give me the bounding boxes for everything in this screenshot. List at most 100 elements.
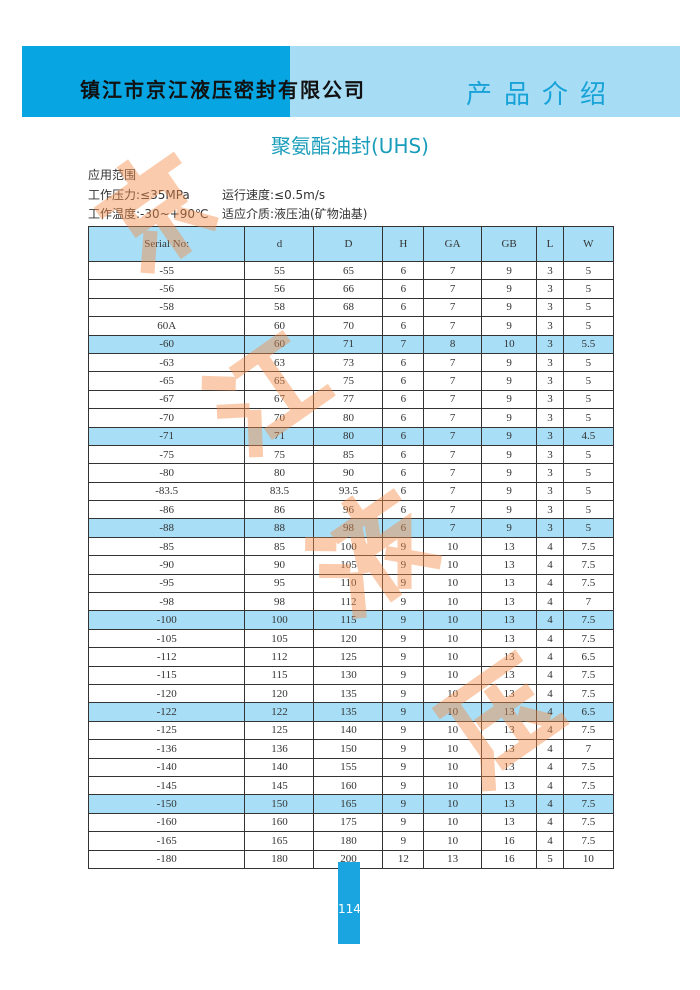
table-cell: 9 bbox=[480, 518, 538, 538]
table-cell: 4 bbox=[536, 647, 564, 667]
table-row: -180 180 200 12 13 16 5 10 bbox=[87, 849, 615, 869]
page-title: 聚氨酯油封(UHS) bbox=[271, 134, 429, 158]
table-cell: 13 bbox=[480, 610, 538, 630]
table-row: -90 90 105 9 10 13 4 7.5 bbox=[87, 555, 615, 575]
table-row: -65 65 75 6 7 9 3 5 bbox=[87, 371, 615, 391]
table-cell: 10 bbox=[423, 665, 482, 685]
table-cell: -150 bbox=[87, 794, 246, 814]
header-bar-light bbox=[290, 46, 680, 117]
table-cell: 13 bbox=[480, 775, 538, 796]
table-cell: 135 bbox=[313, 702, 384, 722]
table-cell: 9 bbox=[382, 794, 425, 814]
company-name: 镇江市京江液压密封有限公司 bbox=[80, 78, 366, 102]
table-cell: 63 bbox=[244, 352, 315, 373]
table-cell: 105 bbox=[244, 628, 315, 649]
table-cell: 7.5 bbox=[562, 757, 615, 777]
table-cell: 5 bbox=[562, 408, 615, 428]
table-cell: 140 bbox=[244, 757, 315, 777]
table-cell: 3 bbox=[536, 500, 564, 520]
table-cell: 60 bbox=[244, 334, 315, 354]
table-cell: 165 bbox=[244, 831, 315, 851]
table-cell: 115 bbox=[244, 665, 315, 685]
table-cell: 10 bbox=[423, 775, 482, 796]
table-cell: 10 bbox=[423, 592, 482, 612]
table-cell: -180 bbox=[87, 849, 246, 869]
table-cell: 4 bbox=[536, 794, 564, 814]
table-cell: 5 bbox=[562, 481, 615, 502]
table-cell: 10 bbox=[423, 573, 482, 594]
table-cell: -63 bbox=[87, 352, 246, 373]
table-cell: 5 bbox=[562, 389, 615, 410]
table-row: -115 115 130 9 10 13 4 7.5 bbox=[87, 665, 615, 685]
table-cell: 10 bbox=[423, 683, 482, 704]
table-cell: 10 bbox=[423, 794, 482, 814]
table-cell: 5 bbox=[562, 500, 615, 520]
table-cell: 165 bbox=[313, 794, 384, 814]
table-cell: 80 bbox=[313, 408, 384, 428]
table-cell: 13 bbox=[480, 702, 538, 722]
table-cell: 10 bbox=[423, 536, 482, 557]
table-cell: 6 bbox=[382, 408, 425, 428]
table-cell: -60 bbox=[87, 334, 246, 354]
table-cell: 13 bbox=[480, 812, 538, 833]
table-row: -150 150 165 9 10 13 4 7.5 bbox=[87, 794, 615, 814]
table-cell: 7 bbox=[423, 389, 482, 410]
table-cell: 7 bbox=[423, 408, 482, 428]
table-cell: 5 bbox=[562, 371, 615, 391]
column-header: D bbox=[313, 226, 384, 262]
table-cell: 9 bbox=[480, 481, 538, 502]
info-temperature: 工作温度:-30~+90℃ bbox=[88, 207, 209, 221]
table-cell: 4 bbox=[536, 628, 564, 649]
table-cell: 10 bbox=[423, 831, 482, 851]
table-cell: 10 bbox=[423, 720, 482, 741]
table-cell: -71 bbox=[87, 426, 246, 446]
table-cell: 4.5 bbox=[562, 426, 615, 446]
table-cell: 9 bbox=[480, 297, 538, 318]
column-header: L bbox=[536, 226, 564, 262]
table-cell: 6 bbox=[382, 481, 425, 502]
table-cell: -70 bbox=[87, 408, 246, 428]
table-row: -112 112 125 9 10 13 4 6.5 bbox=[87, 647, 615, 667]
table-cell: 7 bbox=[423, 297, 482, 318]
table-cell: 180 bbox=[313, 831, 384, 851]
column-header: GB bbox=[480, 226, 538, 262]
page-number: 114 bbox=[338, 862, 361, 944]
table-cell: 160 bbox=[313, 775, 384, 796]
table-cell: 3 bbox=[536, 426, 564, 446]
table-cell: 10 bbox=[423, 739, 482, 759]
table-cell: 66 bbox=[313, 279, 384, 299]
table-cell: 83.5 bbox=[244, 481, 315, 502]
table-cell: -136 bbox=[87, 739, 246, 759]
table-cell: -65 bbox=[87, 371, 246, 391]
table-cell: -80 bbox=[87, 463, 246, 483]
table-cell: 125 bbox=[313, 647, 384, 667]
table-cell: 120 bbox=[244, 683, 315, 704]
table-cell: -112 bbox=[87, 647, 246, 667]
table-cell: 13 bbox=[480, 794, 538, 814]
table-cell: 9 bbox=[480, 408, 538, 428]
table-row: -83.5 83.5 93.5 6 7 9 3 5 bbox=[87, 481, 615, 502]
table-cell: -165 bbox=[87, 831, 246, 851]
table-cell: 9 bbox=[382, 720, 425, 741]
table-cell: 13 bbox=[480, 647, 538, 667]
table-cell: 9 bbox=[480, 371, 538, 391]
table-cell: 75 bbox=[244, 444, 315, 465]
table-cell: 13 bbox=[480, 739, 538, 759]
table-cell: 10 bbox=[423, 647, 482, 667]
table-row: -67 67 77 6 7 9 3 5 bbox=[87, 389, 615, 410]
table-row: -86 86 96 6 7 9 3 5 bbox=[87, 500, 615, 520]
table-row: -60 60 71 7 8 10 3 5.5 bbox=[87, 334, 615, 354]
table-cell: 150 bbox=[244, 794, 315, 814]
table-cell: 13 bbox=[480, 555, 538, 575]
table-cell: -83.5 bbox=[87, 481, 246, 502]
table-cell: 145 bbox=[244, 775, 315, 796]
table-cell: 3 bbox=[536, 334, 564, 354]
table-cell: 10 bbox=[423, 702, 482, 722]
table-cell: 155 bbox=[313, 757, 384, 777]
spec-table: Serial No: d D H GA GB L W -55 55 65 6 7 9 3 5 -56 56 66 6… bbox=[87, 226, 615, 869]
table-cell: 71 bbox=[313, 334, 384, 354]
table-row: -120 120 135 9 10 13 4 7.5 bbox=[87, 683, 615, 704]
table-row: -98 98 112 9 10 13 4 7 bbox=[87, 592, 615, 612]
table-cell: 70 bbox=[244, 408, 315, 428]
table-cell: 10 bbox=[423, 757, 482, 777]
